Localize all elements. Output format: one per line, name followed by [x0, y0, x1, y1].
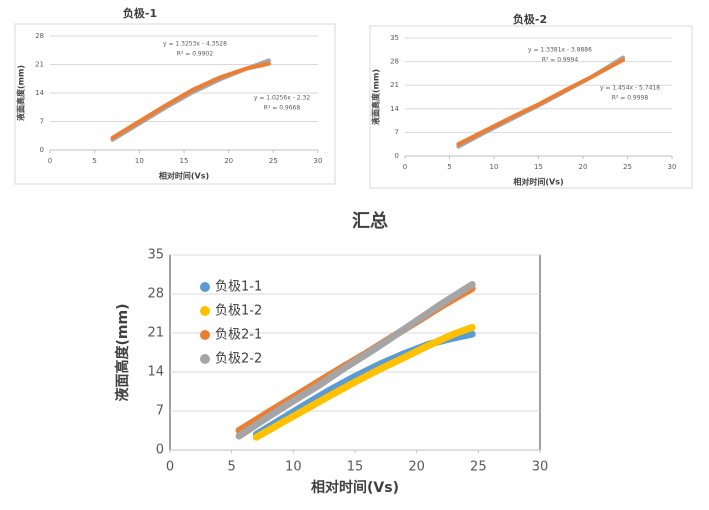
- legend-marker: [200, 354, 210, 364]
- data-line: [235, 281, 476, 440]
- y-tick-label: 28: [35, 32, 44, 40]
- data-line: [110, 61, 271, 140]
- y-tick-label: 14: [147, 365, 164, 380]
- data-line: [252, 323, 476, 441]
- y-tick-label: 14: [390, 105, 399, 113]
- y-tick-label: 21: [390, 81, 399, 89]
- y-tick-label: 28: [147, 287, 164, 302]
- x-tick-label: 5: [447, 163, 451, 171]
- x-tick-label: 25: [470, 460, 487, 475]
- legend-label: 负极2-2: [215, 352, 262, 367]
- x-tick-label: 15: [180, 157, 189, 165]
- legend-label: 负极2-1: [215, 328, 262, 343]
- legend-marker: [200, 282, 210, 292]
- x-tick-label: 30: [668, 163, 677, 171]
- y-tick-label: 7: [395, 128, 399, 136]
- y-axis-label: 液面高度(mm): [371, 69, 381, 125]
- x-tick-label: 10: [490, 163, 499, 171]
- chart-title: 负极-2: [513, 12, 547, 26]
- y-tick-label: 21: [35, 61, 44, 69]
- y-tick-label: 0: [395, 152, 399, 160]
- x-axis-label: 相对时间(Vs): [159, 171, 209, 181]
- trendline-label: R² = 0.9902: [177, 51, 214, 58]
- chart-title: 汇总: [352, 210, 388, 232]
- x-axis-label: 相对时间(Vs): [513, 177, 563, 187]
- trendline-label: R² = 0.9998: [612, 95, 649, 102]
- y-tick-label: 14: [35, 89, 44, 97]
- y-tick-label: 35: [147, 248, 164, 263]
- trendline-label: y = 1.454x - 5.7418: [600, 85, 660, 92]
- x-tick-label: 0: [48, 157, 52, 165]
- trendline-label: y = 1.3381x - 3.8886: [528, 47, 592, 54]
- legend-marker: [200, 330, 210, 340]
- x-tick-label: 15: [347, 460, 364, 475]
- x-tick-label: 10: [135, 157, 144, 165]
- x-tick-label: 30: [314, 157, 323, 165]
- x-tick-label: 20: [408, 460, 425, 475]
- y-tick-label: 0: [156, 443, 164, 458]
- y-axis-label: 液面高度(mm): [16, 65, 26, 121]
- x-tick-label: 20: [579, 163, 588, 171]
- x-tick-label: 15: [534, 163, 543, 171]
- y-tick-label: 35: [390, 34, 399, 42]
- y-tick-label: 7: [156, 404, 164, 419]
- x-tick-label: 0: [166, 460, 174, 475]
- chart-frame: [369, 25, 693, 189]
- y-tick-label: 0: [40, 146, 44, 154]
- y-tick-label: 7: [40, 118, 44, 126]
- trendline-label: y = 1.3253x - 4.3528: [163, 41, 227, 48]
- x-tick-label: 10: [285, 460, 302, 475]
- x-tick-label: 5: [92, 157, 96, 165]
- x-tick-label: 20: [224, 157, 233, 165]
- legend-label: 负极1-2: [215, 304, 262, 319]
- x-axis-label: 相对时间(Vs): [311, 479, 399, 496]
- legend-marker: [200, 306, 210, 316]
- x-tick-label: 25: [269, 157, 278, 165]
- x-tick-label: 0: [403, 163, 407, 171]
- y-tick-label: 28: [390, 58, 399, 66]
- x-tick-label: 5: [228, 460, 236, 475]
- trendline-label: y = 1.0256x - 2.32: [254, 95, 310, 102]
- data-line: [110, 58, 271, 142]
- x-tick-label: 30: [532, 460, 549, 475]
- trendline-label: R² = 0.9668: [264, 105, 301, 112]
- x-tick-label: 25: [623, 163, 632, 171]
- y-axis-label: 液面高度(mm): [114, 304, 131, 402]
- chart-title: 负极-1: [123, 6, 157, 20]
- data-line: [456, 57, 626, 147]
- chart-frame: [14, 23, 336, 185]
- y-tick-label: 21: [147, 326, 164, 341]
- trendline-label: R² = 0.9994: [542, 57, 579, 64]
- legend-label: 负极1-1: [215, 280, 262, 295]
